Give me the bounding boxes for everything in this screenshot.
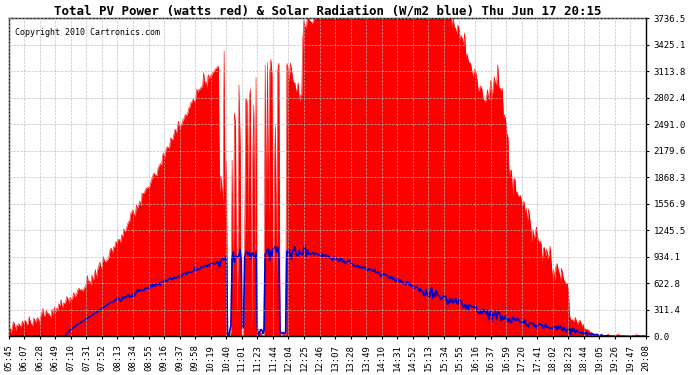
Title: Total PV Power (watts red) & Solar Radiation (W/m2 blue) Thu Jun 17 20:15: Total PV Power (watts red) & Solar Radia…: [54, 4, 601, 17]
Text: Copyright 2010 Cartronics.com: Copyright 2010 Cartronics.com: [15, 28, 160, 37]
